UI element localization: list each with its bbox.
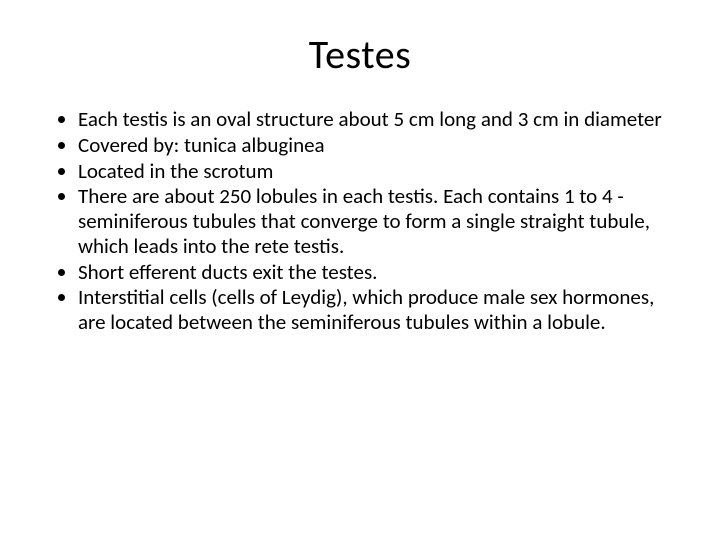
list-item: There are about 250 lobules in each test… bbox=[78, 184, 672, 259]
slide-title: Testes bbox=[48, 30, 672, 79]
list-item: Located in the scrotum bbox=[78, 159, 672, 185]
list-item: Covered by: tunica albuginea bbox=[78, 133, 672, 159]
bullet-list: Each testis is an oval structure about 5… bbox=[48, 107, 672, 336]
list-item: Short efferent ducts exit the testes. bbox=[78, 260, 672, 286]
list-item: Interstitial cells (cells of Leydig), wh… bbox=[78, 285, 672, 336]
slide: Testes Each testis is an oval structure … bbox=[0, 0, 720, 540]
list-item: Each testis is an oval structure about 5… bbox=[78, 107, 672, 133]
